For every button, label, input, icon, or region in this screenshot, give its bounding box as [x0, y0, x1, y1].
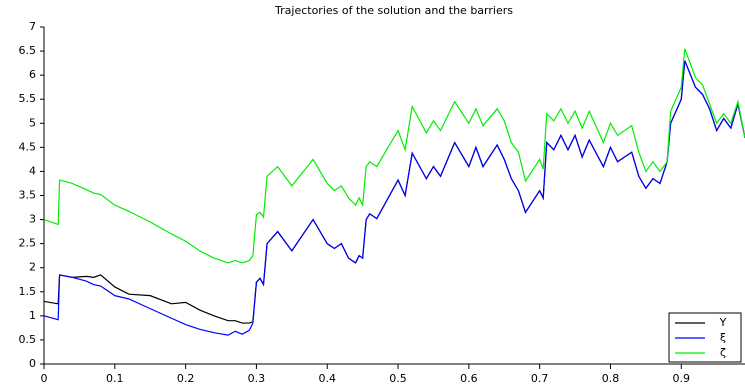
y-tick-label: 5: [29, 116, 36, 129]
x-tick-label: 0.4: [318, 372, 336, 385]
series-line: [43, 60, 745, 324]
y-tick-label: 6.5: [19, 44, 37, 57]
series-line: [43, 48, 745, 264]
legend-label: Y: [719, 316, 727, 329]
y-tick-label: 5.5: [19, 92, 37, 105]
x-tick-label: 0.3: [248, 372, 266, 385]
y-tick-label: 4: [29, 164, 36, 177]
y-tick-label: 4.5: [19, 140, 37, 153]
y-tick-label: 7: [29, 20, 36, 33]
x-tick-label: 0.8: [602, 372, 620, 385]
legend-label: ξ: [720, 331, 726, 344]
y-tick-label: 2.5: [19, 237, 37, 250]
y-tick-label: 1.5: [19, 285, 37, 298]
legend-label: ζ: [720, 346, 726, 359]
chart-title: Trajectories of the solution and the bar…: [274, 4, 513, 17]
x-tick-label: 0.9: [673, 372, 691, 385]
series-line: [43, 60, 745, 336]
y-tick-label: 1: [29, 309, 36, 322]
y-tick-label: 3: [29, 213, 36, 226]
x-tick-label: 0: [41, 372, 48, 385]
x-tick-label: 0.6: [460, 372, 478, 385]
x-tick-label: 0.1: [106, 372, 124, 385]
y-tick-label: 2: [29, 261, 36, 274]
x-tick-label: 0.5: [389, 372, 407, 385]
x-tick-label: 0.7: [531, 372, 549, 385]
y-tick-label: 0.5: [19, 333, 37, 346]
y-tick-label: 6: [29, 68, 36, 81]
y-tick-label: 3.5: [19, 189, 37, 202]
x-tick-label: 0.2: [177, 372, 195, 385]
legend: Yξζ: [668, 312, 742, 363]
y-tick-label: 0: [29, 357, 36, 370]
